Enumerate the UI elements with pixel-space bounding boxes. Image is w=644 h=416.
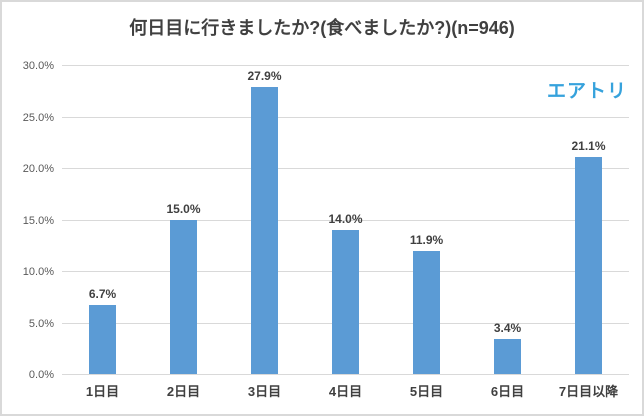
y-tick-label: 30.0%	[22, 60, 54, 72]
gridline	[62, 219, 629, 221]
x-tick-label: 3日目	[247, 384, 282, 399]
x-tick-label: 7日目以降	[558, 384, 619, 399]
x-tick-label: 4日目	[328, 384, 363, 399]
y-tick-label: 20.0%	[22, 163, 54, 175]
y-tick-label: 15.0%	[22, 214, 54, 227]
plot-area: 6.7% 15.0% 27.9% 14.0% 11.9% 3.4% 21.1%	[62, 65, 629, 375]
gridline	[62, 116, 629, 118]
x-tick-label: 6日目	[490, 384, 525, 399]
airtrip-logo: エアトリ	[546, 81, 627, 102]
x-tick-label: 5日目	[409, 384, 444, 399]
y-tick-label: 25.0%	[22, 111, 54, 124]
data-label: 21.1%	[571, 138, 606, 153]
bar-7日目以降	[575, 156, 602, 374]
bar-6日目	[494, 338, 521, 374]
x-tick-label: 1日目	[85, 384, 120, 399]
y-tick-label: 10.0%	[22, 266, 54, 278]
data-label: 6.7%	[88, 287, 117, 301]
x-axis-line	[62, 374, 629, 375]
bar-4日目	[332, 229, 359, 374]
y-tick-label: 0.0%	[28, 369, 54, 381]
bar-3日目	[251, 86, 278, 374]
gridline	[62, 65, 629, 66]
chart-title: 何日目に行きましたか?(食べましたか?)(n=946)	[129, 18, 515, 38]
data-label: 15.0%	[166, 201, 201, 216]
data-label: 27.9%	[247, 68, 282, 83]
data-label: 11.9%	[409, 233, 444, 248]
data-label: 3.4%	[493, 320, 522, 335]
data-label: 14.0%	[328, 211, 363, 226]
gridline	[62, 168, 629, 169]
bar-2日目	[170, 219, 197, 374]
x-tick-label: 2日目	[166, 384, 201, 399]
bar-1日目	[89, 305, 116, 374]
bar-5日目	[413, 251, 440, 374]
y-tick-label: 5.0%	[28, 317, 54, 330]
